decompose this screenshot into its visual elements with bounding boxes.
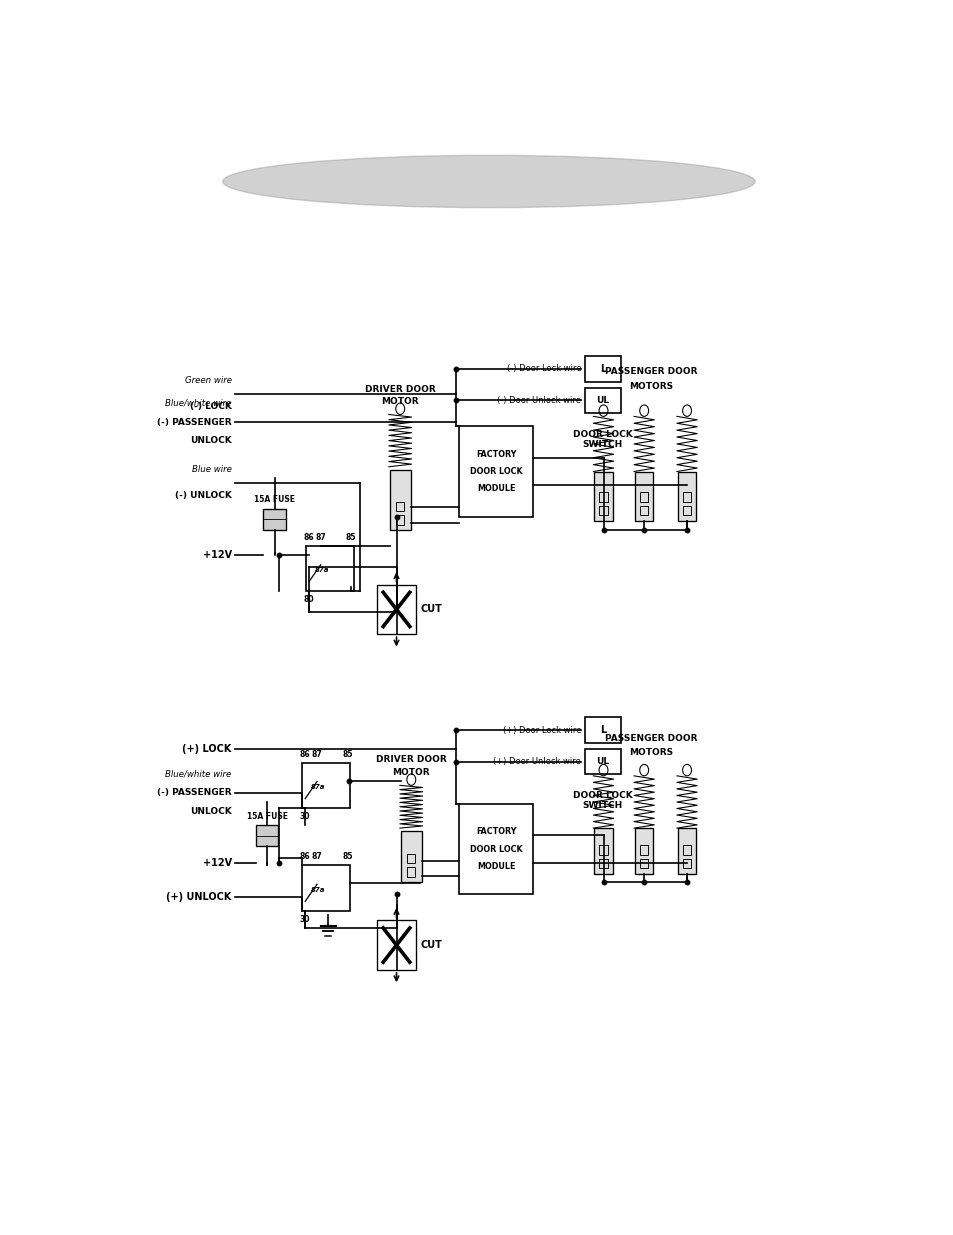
Bar <box>407 867 415 877</box>
Text: FACTORY: FACTORY <box>476 827 516 836</box>
Bar <box>395 501 404 511</box>
Text: Green wire: Green wire <box>185 375 232 385</box>
Text: MOTORS: MOTORS <box>629 748 673 757</box>
Text: MOTOR: MOTOR <box>381 396 418 406</box>
Text: (+) Door Lock wire: (+) Door Lock wire <box>502 726 580 735</box>
Bar <box>584 750 619 774</box>
Bar <box>678 829 696 874</box>
Bar <box>400 831 421 882</box>
Text: 86: 86 <box>299 852 310 862</box>
Text: +12V: +12V <box>202 551 232 561</box>
Text: MODULE: MODULE <box>476 862 515 871</box>
Text: Blue wire: Blue wire <box>192 466 232 474</box>
Bar <box>407 853 415 863</box>
Text: (-) UNLOCK: (-) UNLOCK <box>174 492 232 500</box>
Bar <box>639 858 648 868</box>
Text: (+) UNLOCK: (+) UNLOCK <box>166 892 232 902</box>
Bar <box>263 509 285 530</box>
Bar <box>459 426 533 516</box>
Bar <box>594 829 612 874</box>
Text: FACTORY: FACTORY <box>476 450 516 459</box>
Bar <box>639 506 648 515</box>
Text: (-) Door Unlock wire: (-) Door Unlock wire <box>497 395 580 405</box>
Bar <box>306 546 354 592</box>
Text: (-) PASSENGER: (-) PASSENGER <box>157 788 232 798</box>
Text: Blue/white wire: Blue/white wire <box>165 769 232 779</box>
Text: 85: 85 <box>342 852 353 862</box>
Text: PASSENGER DOOR: PASSENGER DOOR <box>605 368 697 377</box>
Bar <box>584 356 619 382</box>
Text: MODULE: MODULE <box>476 484 515 493</box>
Text: 30: 30 <box>299 811 310 821</box>
Text: UNLOCK: UNLOCK <box>190 436 232 446</box>
Bar <box>255 825 278 846</box>
Bar <box>598 858 607 868</box>
Text: UNLOCK: UNLOCK <box>190 808 232 816</box>
Bar <box>682 858 690 868</box>
Bar <box>639 493 648 501</box>
Bar <box>635 829 653 874</box>
Bar <box>682 845 690 855</box>
Text: MOTOR: MOTOR <box>392 768 430 777</box>
Text: 15A FUSE: 15A FUSE <box>247 811 287 820</box>
Text: 87a: 87a <box>314 567 329 573</box>
Text: (+) LOCK: (+) LOCK <box>182 745 232 755</box>
Text: DOOR LOCK: DOOR LOCK <box>470 467 522 475</box>
Text: CUT: CUT <box>420 940 441 950</box>
Bar <box>390 469 410 531</box>
Text: UL: UL <box>596 757 609 766</box>
Bar <box>635 472 653 521</box>
Text: +12V: +12V <box>202 858 232 868</box>
Bar <box>584 388 619 412</box>
Text: (+) Door Unlock wire: (+) Door Unlock wire <box>493 757 580 766</box>
Bar <box>682 506 690 515</box>
Text: 86: 86 <box>299 750 310 758</box>
Text: DOOR LOCK: DOOR LOCK <box>470 845 522 853</box>
Bar <box>594 472 612 521</box>
Bar <box>376 584 416 635</box>
Text: 85: 85 <box>342 750 353 758</box>
Bar <box>584 716 619 743</box>
Bar <box>395 515 404 525</box>
Bar <box>598 506 607 515</box>
Text: 86: 86 <box>303 532 314 542</box>
Text: 85: 85 <box>345 532 355 542</box>
Text: 87: 87 <box>312 852 322 862</box>
Text: UL: UL <box>596 395 609 405</box>
Text: 87a: 87a <box>311 887 325 893</box>
Text: 87a: 87a <box>311 784 325 790</box>
Text: 80: 80 <box>303 595 314 604</box>
Ellipse shape <box>223 156 755 207</box>
Text: CUT: CUT <box>420 604 441 614</box>
Text: MOTORS: MOTORS <box>629 382 673 390</box>
Text: PASSENGER DOOR: PASSENGER DOOR <box>605 734 697 742</box>
Text: 15A FUSE: 15A FUSE <box>253 495 294 504</box>
Bar <box>598 845 607 855</box>
Text: (-) Door Lock wire: (-) Door Lock wire <box>506 364 580 373</box>
Bar <box>302 762 350 808</box>
Text: DOOR LOCK
SWITCH: DOOR LOCK SWITCH <box>573 792 632 810</box>
Text: DRIVER DOOR: DRIVER DOOR <box>364 384 436 394</box>
Bar <box>598 493 607 501</box>
Text: L: L <box>599 725 605 735</box>
Bar <box>459 804 533 894</box>
Text: DRIVER DOOR: DRIVER DOOR <box>375 756 446 764</box>
Bar <box>302 866 350 911</box>
Text: (-) LOCK: (-) LOCK <box>190 403 232 411</box>
Text: (-) PASSENGER: (-) PASSENGER <box>157 417 232 426</box>
Text: L: L <box>599 364 605 374</box>
Text: DOOR LOCK
SWITCH: DOOR LOCK SWITCH <box>573 430 632 450</box>
Text: 30: 30 <box>299 915 310 924</box>
Bar <box>682 493 690 501</box>
Text: Blue/white wire: Blue/white wire <box>165 399 232 408</box>
Text: 87: 87 <box>312 750 322 758</box>
Bar <box>678 472 696 521</box>
Text: 87: 87 <box>315 532 326 542</box>
Bar <box>639 845 648 855</box>
Bar <box>376 920 416 969</box>
